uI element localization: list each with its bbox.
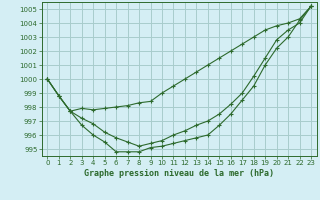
X-axis label: Graphe pression niveau de la mer (hPa): Graphe pression niveau de la mer (hPa) (84, 169, 274, 178)
